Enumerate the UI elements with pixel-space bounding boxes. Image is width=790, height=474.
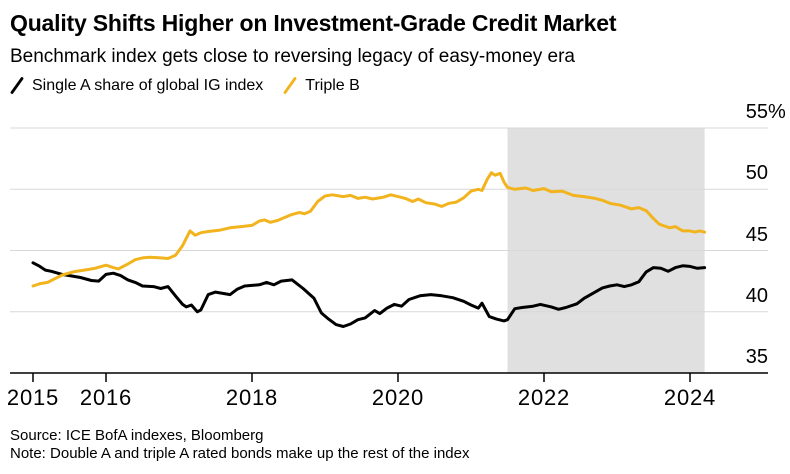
legend-item-triple-b: Triple B (283, 76, 360, 95)
x-axis-label: 2020 (371, 385, 425, 410)
legend: Single A share of global IG index Triple… (10, 76, 360, 95)
chart-subtitle: Benchmark index gets close to reversing … (10, 46, 575, 67)
source-text: Source: ICE BofA indexes, Bloomberg (10, 427, 264, 444)
legend-label-single-a: Single A share of global IG index (32, 77, 264, 94)
x-axis-label: 2022 (517, 385, 571, 410)
y-axis-label: 35 (745, 346, 768, 368)
single-a-slash-icon (10, 77, 24, 94)
y-axis-label: 50 (745, 162, 768, 184)
triple-b-slash-icon (283, 77, 297, 94)
x-axis-label: 2018 (225, 385, 279, 410)
y-axis-label: 55% (745, 101, 786, 123)
triple-b-line (31, 171, 707, 288)
x-axis-label: 2015 (6, 385, 60, 410)
chart-title: Quality Shifts Higher on Investment-Grad… (10, 10, 617, 36)
y-axis-label: 45 (745, 224, 768, 246)
single-a-line (31, 261, 707, 328)
legend-item-single-a: Single A share of global IG index (10, 76, 263, 95)
note-text: Note: Double A and triple A rated bonds … (10, 445, 470, 462)
x-axis-label: 2016 (79, 385, 133, 410)
x-axis-label: 2024 (663, 385, 717, 410)
legend-label-triple-b: Triple B (305, 77, 360, 94)
y-axis-label: 40 (745, 285, 768, 307)
percent-suffix: % (768, 101, 786, 123)
